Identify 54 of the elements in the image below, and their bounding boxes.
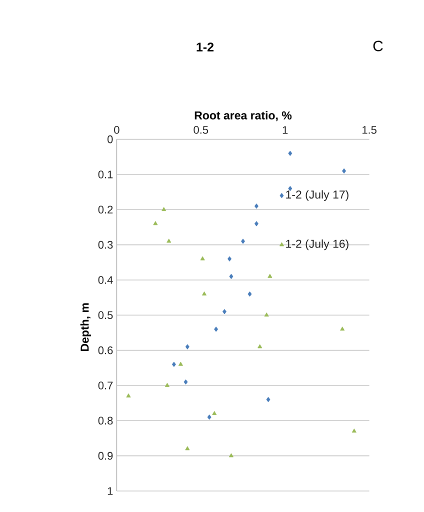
point — [172, 362, 176, 367]
point — [162, 207, 166, 212]
point — [126, 393, 131, 398]
y-tick-label: 0.7 — [98, 382, 113, 390]
point — [280, 192, 284, 198]
point — [214, 326, 218, 332]
point — [268, 274, 272, 278]
x-tick-label: 0.5 — [194, 126, 208, 134]
point — [164, 382, 170, 387]
y-tick-label: 0 — [108, 135, 113, 144]
point — [184, 379, 188, 385]
point — [153, 221, 158, 226]
y-tick-label: 0.9 — [98, 452, 113, 460]
x-tick-label: 1 — [282, 126, 288, 134]
point — [352, 428, 356, 433]
point — [185, 344, 190, 350]
point — [258, 344, 262, 348]
point — [229, 274, 234, 280]
point — [228, 256, 232, 262]
series-label: 1-2 (July 17) — [286, 190, 348, 201]
y-tick-label: 0.4 — [98, 276, 113, 284]
point — [342, 168, 346, 174]
point — [202, 291, 207, 296]
x-axis-title: Root area ratio, % — [194, 111, 292, 122]
point — [248, 291, 252, 297]
point — [279, 242, 284, 246]
point — [207, 414, 212, 420]
point — [222, 309, 226, 314]
y-tick-label: 0.6 — [98, 346, 113, 354]
point — [264, 312, 269, 317]
y-tick-label: 0.5 — [98, 311, 113, 320]
x-tick-label: 0 — [114, 126, 120, 134]
point — [166, 238, 172, 243]
y-tick-label: 0.8 — [98, 416, 113, 425]
point — [266, 396, 270, 402]
y-tick-label: 1 — [108, 487, 113, 495]
point — [288, 150, 292, 156]
y-tick-label: 0.2 — [98, 206, 113, 214]
point — [200, 256, 205, 260]
y-tick-label: 0.3 — [98, 240, 113, 249]
point — [178, 362, 183, 366]
point — [254, 221, 258, 226]
y-tick-label: 0.1 — [98, 170, 113, 178]
x-tick-label: 1.5 — [362, 126, 376, 134]
point — [185, 446, 190, 450]
point — [340, 326, 345, 331]
y-axis-title: Depth, m — [80, 303, 92, 351]
text: C — [373, 40, 383, 52]
point — [228, 453, 234, 458]
point — [212, 411, 217, 416]
point — [241, 238, 245, 244]
chart-title: 1-2 — [196, 42, 214, 52]
point — [254, 204, 258, 209]
series-label: 1-2 (July 16) — [286, 239, 348, 250]
